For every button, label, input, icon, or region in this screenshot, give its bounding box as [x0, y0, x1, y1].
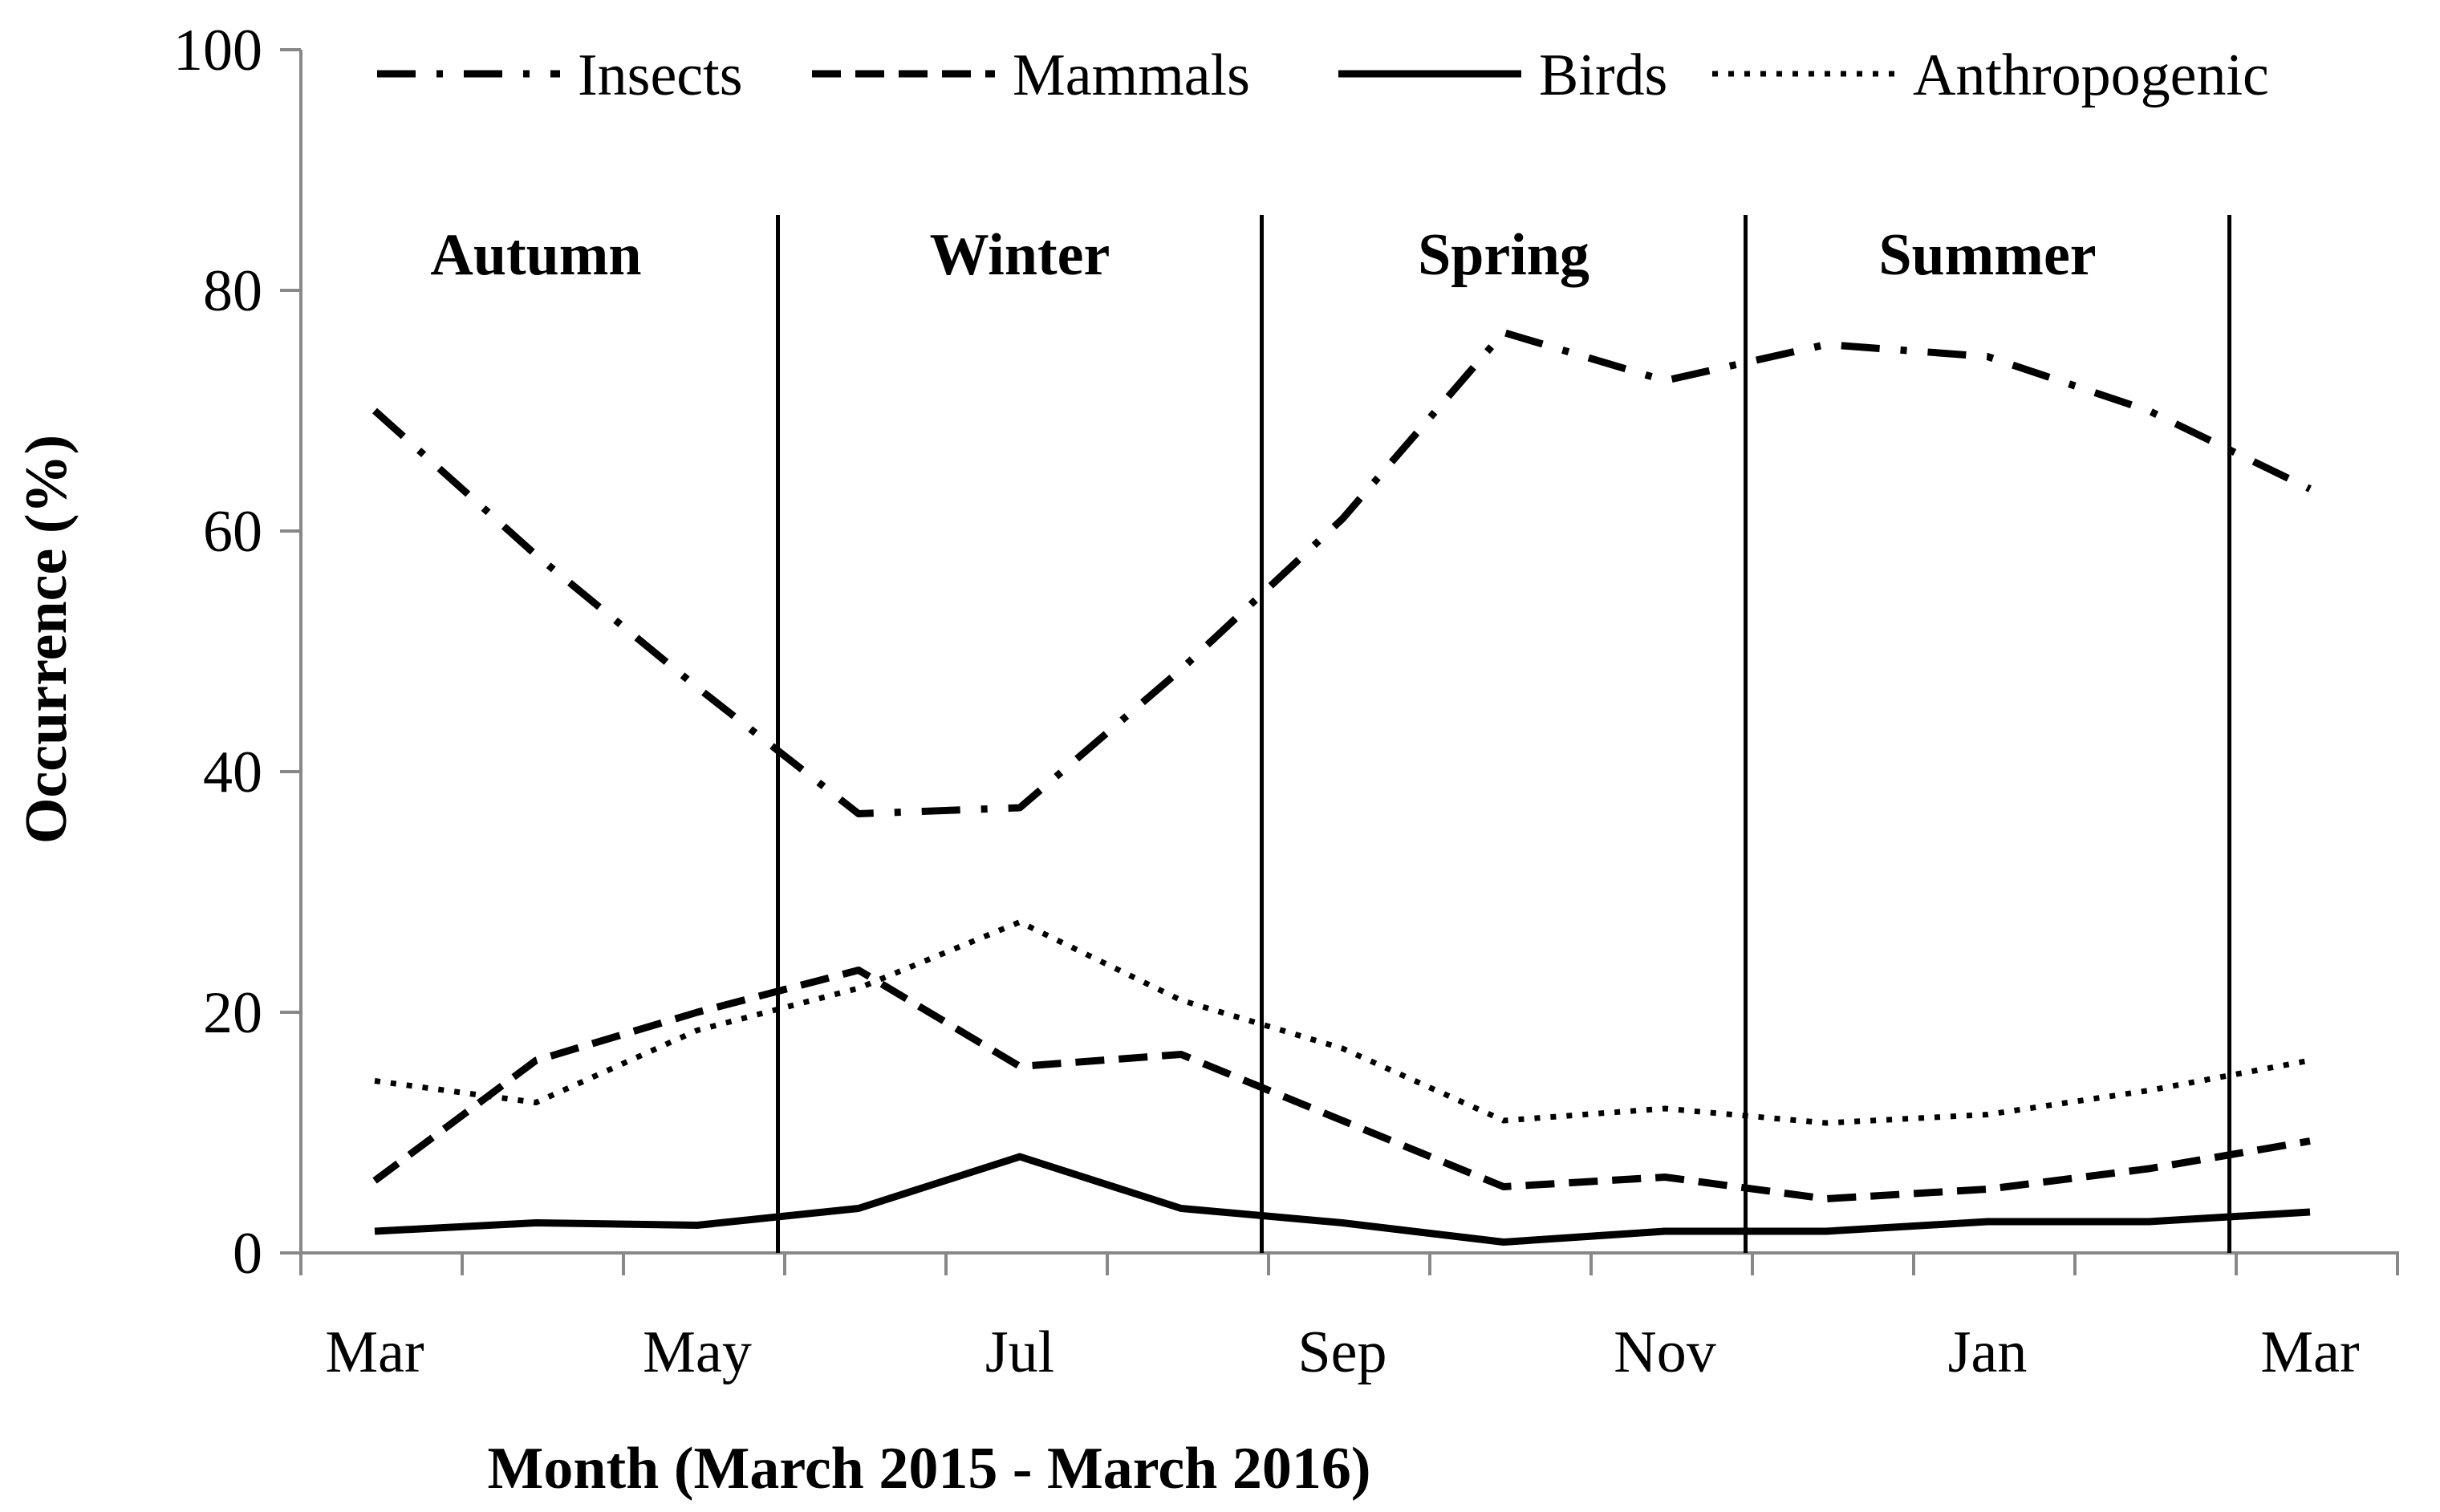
x-tick-label: May: [643, 1319, 752, 1385]
x-tick-label: Jan: [1948, 1319, 2028, 1385]
x-tick-label: Jul: [985, 1319, 1054, 1385]
x-tick-label: Mar: [2260, 1319, 2359, 1385]
y-tick-label: 40: [203, 740, 262, 805]
x-tick-label: Mar: [325, 1319, 424, 1385]
series-line-insects: [371, 329, 2312, 817]
series-line-mammals: [372, 967, 2311, 1202]
y-tick-label: 0: [233, 1221, 262, 1287]
season-label: Winter: [930, 222, 1110, 288]
series-line-birds: [374, 1153, 2311, 1246]
series-lines: [371, 329, 2312, 1246]
season-dividers: Autumn Winter Spring Summer: [430, 215, 2231, 1253]
season-label: Autumn: [430, 222, 641, 288]
season-label: Summer: [1878, 222, 2096, 288]
x-tick-label: Sep: [1298, 1319, 1387, 1385]
x-axis-title: Month (March 2015 - March 2016): [488, 1436, 1371, 1502]
legend-label-birds: Birds: [1539, 43, 1667, 108]
x-axis: Mar May Jul Sep Nov Jan Mar: [299, 1251, 2399, 1385]
y-tick-label: 20: [203, 980, 262, 1046]
series-line-anthropogenic: [374, 919, 2311, 1126]
y-tick-label: 60: [203, 499, 262, 565]
y-tick-label: 100: [173, 18, 262, 83]
y-axis: 0 20 40 60 80 100: [173, 18, 302, 1287]
x-tick-label: Nov: [1614, 1319, 1715, 1385]
legend-label-anthropogenic: Anthropogenic: [1913, 43, 2269, 108]
y-axis-title: Occurrence (%): [14, 435, 79, 844]
legend-label-insects: Insects: [578, 43, 743, 108]
y-tick-label: 80: [203, 258, 262, 324]
legend-label-mammals: Mammals: [1013, 43, 1250, 108]
legend: Insects Mammals Birds Anthropogenic: [377, 43, 2269, 108]
season-label: Spring: [1418, 222, 1589, 288]
